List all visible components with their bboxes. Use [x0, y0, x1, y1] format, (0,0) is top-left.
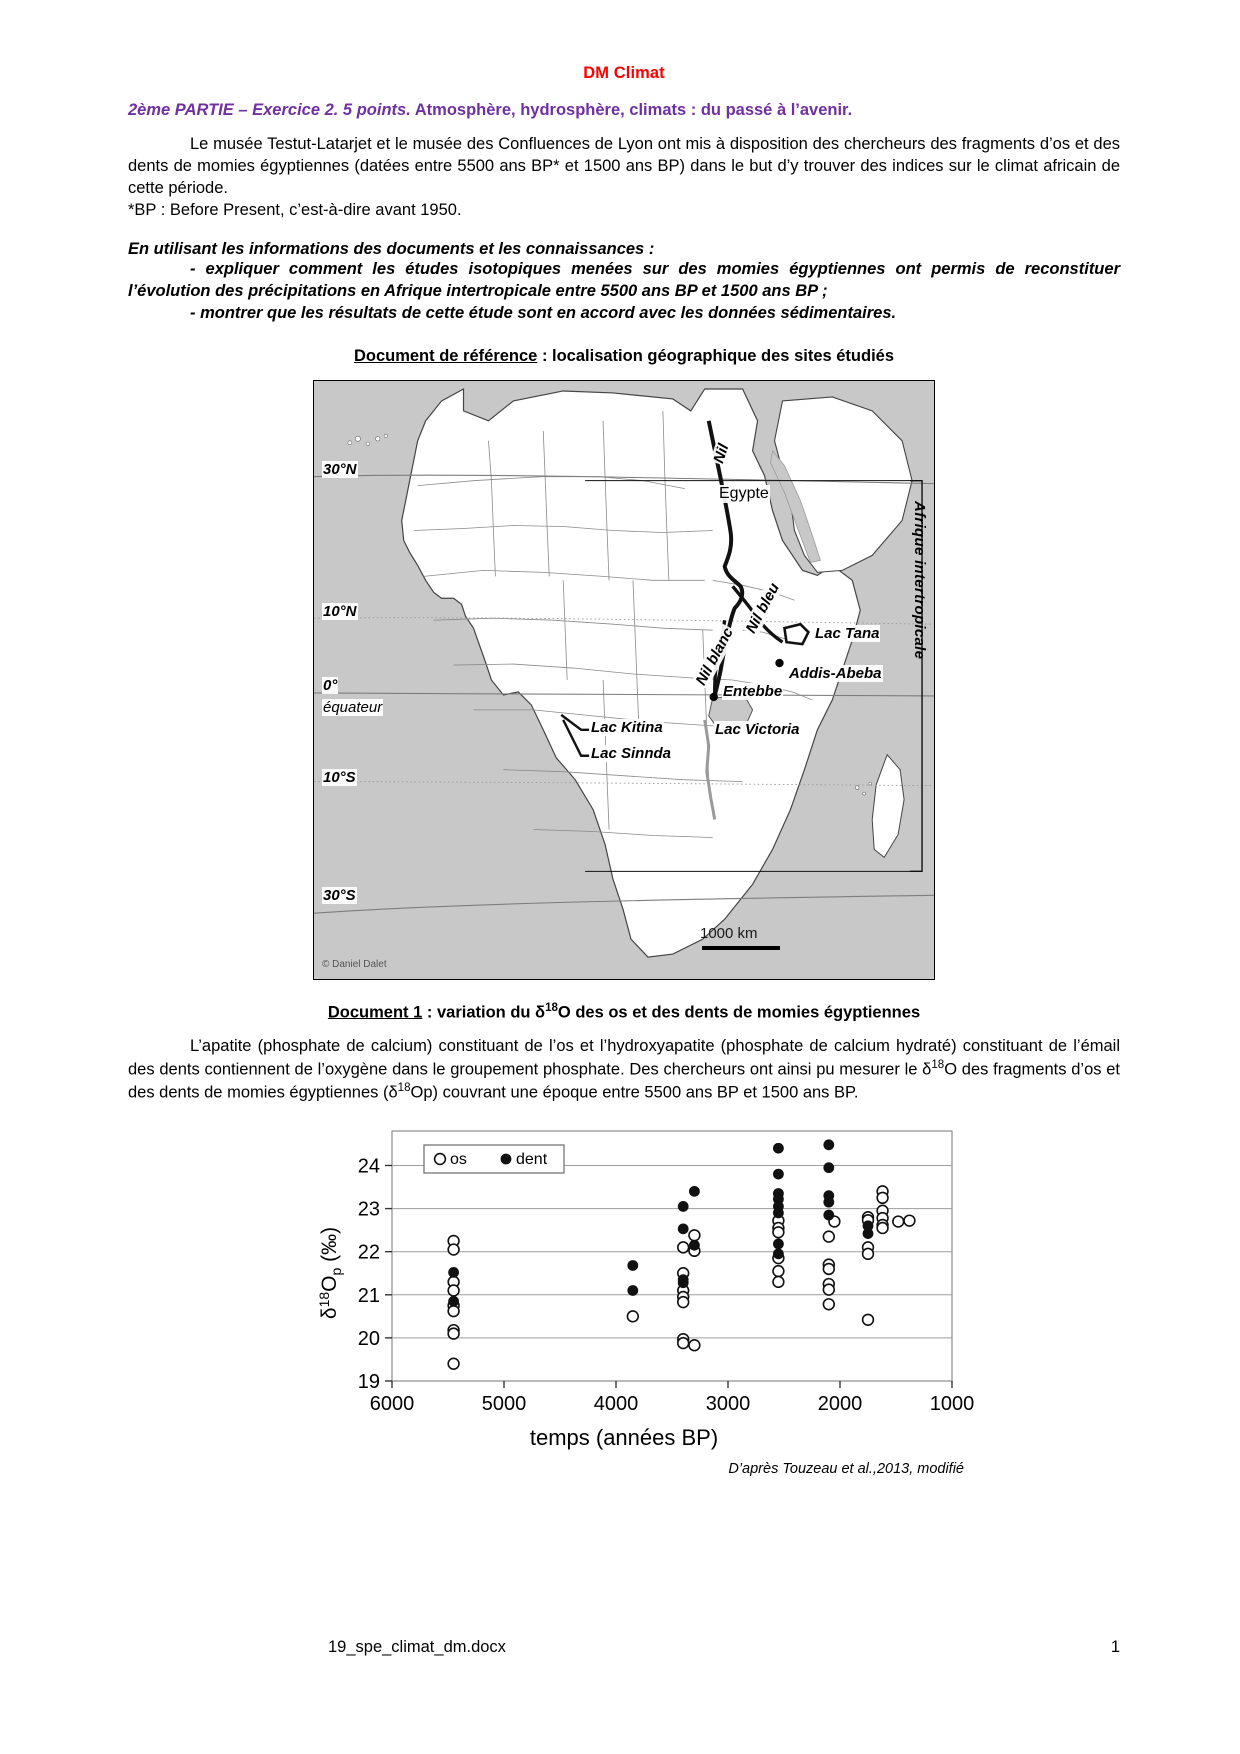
svg-text:21: 21	[358, 1285, 380, 1307]
svg-text:3000: 3000	[706, 1393, 751, 1415]
intro-paragraph-text: Le musée Testut-Latarjet et le musée des…	[128, 135, 1120, 197]
exercise-subject: Atmosphère, hydrosphère, climats : du pa…	[410, 101, 853, 119]
instruction-item-2: - montrer que les résultats de cette étu…	[128, 303, 1120, 325]
instructions-heading: En utilisant les informations des docume…	[128, 239, 655, 258]
isotope-scatter-chart: 19 20 21 22 23 24 6000 5000 4000 3000 2000 1000 os…	[274, 1123, 974, 1477]
doc1-label: Document 1	[327, 1003, 423, 1022]
exercise-prefix: 2ème PARTIE – Exercice 2. 5 points.	[128, 101, 411, 119]
doc1-paragraph: L’apatite (phosphate de calcium) constit…	[128, 1036, 1120, 1105]
footer-filename: 19_spe_climat_dm.docx	[328, 1638, 506, 1656]
svg-text:δ18Op (‰): δ18Op (‰)	[316, 1227, 344, 1319]
map-place-entebbe: Entebbe	[722, 682, 784, 700]
map-place-egypte: Egypte	[718, 484, 770, 503]
exercise-heading: 2ème PARTIE – Exercice 2. 5 points. Atmo…	[128, 101, 1120, 120]
doc1-sup-1: 18	[931, 1059, 945, 1071]
svg-text:os: os	[450, 1151, 467, 1168]
instruction-item-1-text: - expliquer comment les études isotopiqu…	[128, 259, 1120, 300]
svg-text:4000: 4000	[594, 1393, 639, 1415]
intro-paragraph: Le musée Testut-Latarjet et le musée des…	[128, 134, 1120, 200]
svg-text:19: 19	[358, 1371, 380, 1393]
page-footer: 19_spe_climat_dm.docx 1	[128, 1638, 1120, 1657]
svg-text:1000: 1000	[930, 1393, 974, 1415]
doc1-caption-post: O des os et des dents de momies égyptien…	[557, 1003, 921, 1022]
doc-reference-label: Document de référence	[353, 346, 538, 365]
map-place-lac-victoria: Lac Victoria	[714, 720, 801, 738]
map-scale-label: 1000 km	[700, 924, 758, 942]
intro-footnote: *BP : Before Present, c’est-à-dire avant…	[128, 200, 1120, 222]
map-intertropical-bracket-label: Afrique intertropicale	[911, 500, 928, 659]
doc-reference-caption-rest: : localisation géographique des sites ét…	[537, 346, 895, 365]
doc1-caption: Document 1 : variation du δ18O des os et…	[128, 1002, 1120, 1023]
chart-graphic: 19 20 21 22 23 24 6000 5000 4000 3000 2000 1000 os…	[316, 1130, 974, 1415]
instruction-item-1: - expliquer comment les études isotopiqu…	[128, 259, 1120, 303]
doc1-sup-2: 18	[397, 1082, 411, 1095]
map-latitude-0: 0°	[322, 676, 339, 694]
svg-text:22: 22	[358, 1242, 380, 1264]
map-place-lac-sinnda: Lac Sinnda	[590, 744, 673, 762]
svg-text:6000: 6000	[370, 1393, 415, 1415]
reference-map: 30°N 10°N 0° équateur 10°S 30°S Egypte L…	[313, 379, 935, 980]
map-latitude-30n: 30°N	[322, 460, 358, 478]
map-place-addis-abeba: Addis-Abeba	[788, 664, 883, 682]
instruction-item-2-text: - montrer que les résultats de cette étu…	[190, 303, 897, 322]
footer-page-number: 1	[1110, 1638, 1120, 1656]
doc1-caption-sup: 18	[545, 1001, 558, 1014]
map-credit: © Daniel Dalet	[322, 958, 387, 970]
svg-text:23: 23	[358, 1198, 380, 1220]
svg-text:20: 20	[358, 1328, 380, 1350]
map-place-lac-tana: Lac Tana	[814, 624, 881, 642]
svg-text:2000: 2000	[818, 1393, 863, 1415]
map-latitude-10n: 10°N	[322, 602, 358, 620]
chart-x-axis-label: temps (années BP)	[529, 1424, 719, 1450]
map-equator-label: équateur	[322, 698, 384, 716]
intro-footnote-text: *BP : Before Present, c’est-à-dire avant…	[128, 200, 462, 219]
document-content: DM Climat 2ème PARTIE – Exercice 2. 5 po…	[128, 0, 1120, 1477]
svg-text:5000: 5000	[482, 1393, 527, 1415]
doc1-paragraph-b: O des fragments d’os et des dents de mom…	[128, 1060, 1120, 1102]
map-scale-bar	[702, 945, 780, 950]
map-place-lac-kitina: Lac Kitina	[590, 718, 664, 736]
chart-source-credit: D’après Touzeau et al.,2013, modifié	[728, 1460, 964, 1477]
doc1-caption-pre: : variation du δ	[422, 1003, 546, 1022]
map-latitude-10s: 10°S	[322, 768, 357, 786]
page-title: DM Climat	[583, 64, 665, 82]
map-latitude-30s: 30°S	[322, 886, 357, 904]
svg-text:24: 24	[358, 1155, 380, 1177]
doc-reference-caption: Document de référence : localisation géo…	[128, 347, 1120, 366]
doc1-paragraph-c: Op) couvrant une époque entre 5500 ans B…	[410, 1083, 859, 1102]
doc1-paragraph-a: L’apatite (phosphate de calcium) constit…	[128, 1037, 1120, 1079]
svg-text:dent: dent	[516, 1151, 548, 1168]
